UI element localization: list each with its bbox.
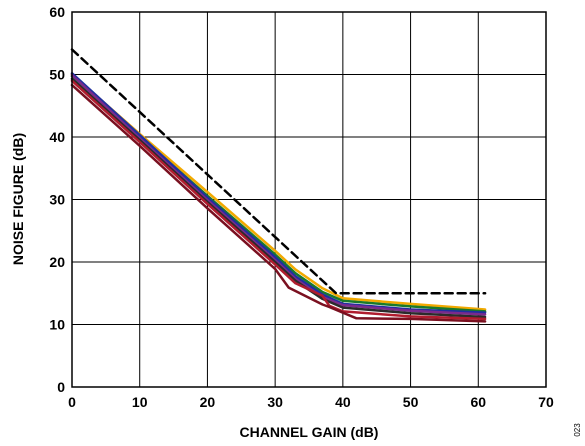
series-line-dashed bbox=[70, 48, 487, 295]
x-tick-label: 60 bbox=[470, 394, 486, 410]
y-tick-label: 50 bbox=[49, 67, 65, 83]
y-tick-label: 60 bbox=[49, 4, 65, 20]
series-line-6 bbox=[70, 79, 487, 321]
x-tick-label: 0 bbox=[68, 394, 76, 410]
series-line-4 bbox=[70, 73, 487, 316]
series-line-5 bbox=[70, 77, 487, 319]
series-line-7 bbox=[70, 83, 487, 323]
series-line-2 bbox=[70, 75, 487, 313]
x-tick-label: 20 bbox=[200, 394, 216, 410]
y-tick-label: 20 bbox=[49, 254, 65, 270]
y-tick-label: 40 bbox=[49, 129, 65, 145]
series-line-3 bbox=[70, 72, 487, 314]
y-tick-label: 10 bbox=[49, 317, 65, 333]
x-axis-title: CHANNEL GAIN (dB) bbox=[240, 424, 379, 440]
x-tick-label: 50 bbox=[403, 394, 419, 410]
series-layer bbox=[70, 48, 487, 323]
x-tick-label: 30 bbox=[267, 394, 283, 410]
y-tick-label: 30 bbox=[49, 192, 65, 208]
figure-id: 023 bbox=[573, 423, 582, 437]
x-tick-labels: 0 10 20 30 40 50 60 70 bbox=[68, 394, 554, 410]
series-line-1 bbox=[70, 73, 487, 311]
y-tick-label: 0 bbox=[57, 379, 65, 395]
y-axis-title: NOISE FIGURE (dB) bbox=[10, 133, 26, 265]
x-tick-label: 10 bbox=[132, 394, 148, 410]
grid bbox=[71, 11, 547, 388]
plot-frame bbox=[71, 11, 547, 388]
y-tick-labels: 0 10 20 30 40 50 60 bbox=[49, 4, 65, 395]
x-tick-label: 40 bbox=[335, 394, 351, 410]
x-tick-label: 70 bbox=[538, 394, 554, 410]
